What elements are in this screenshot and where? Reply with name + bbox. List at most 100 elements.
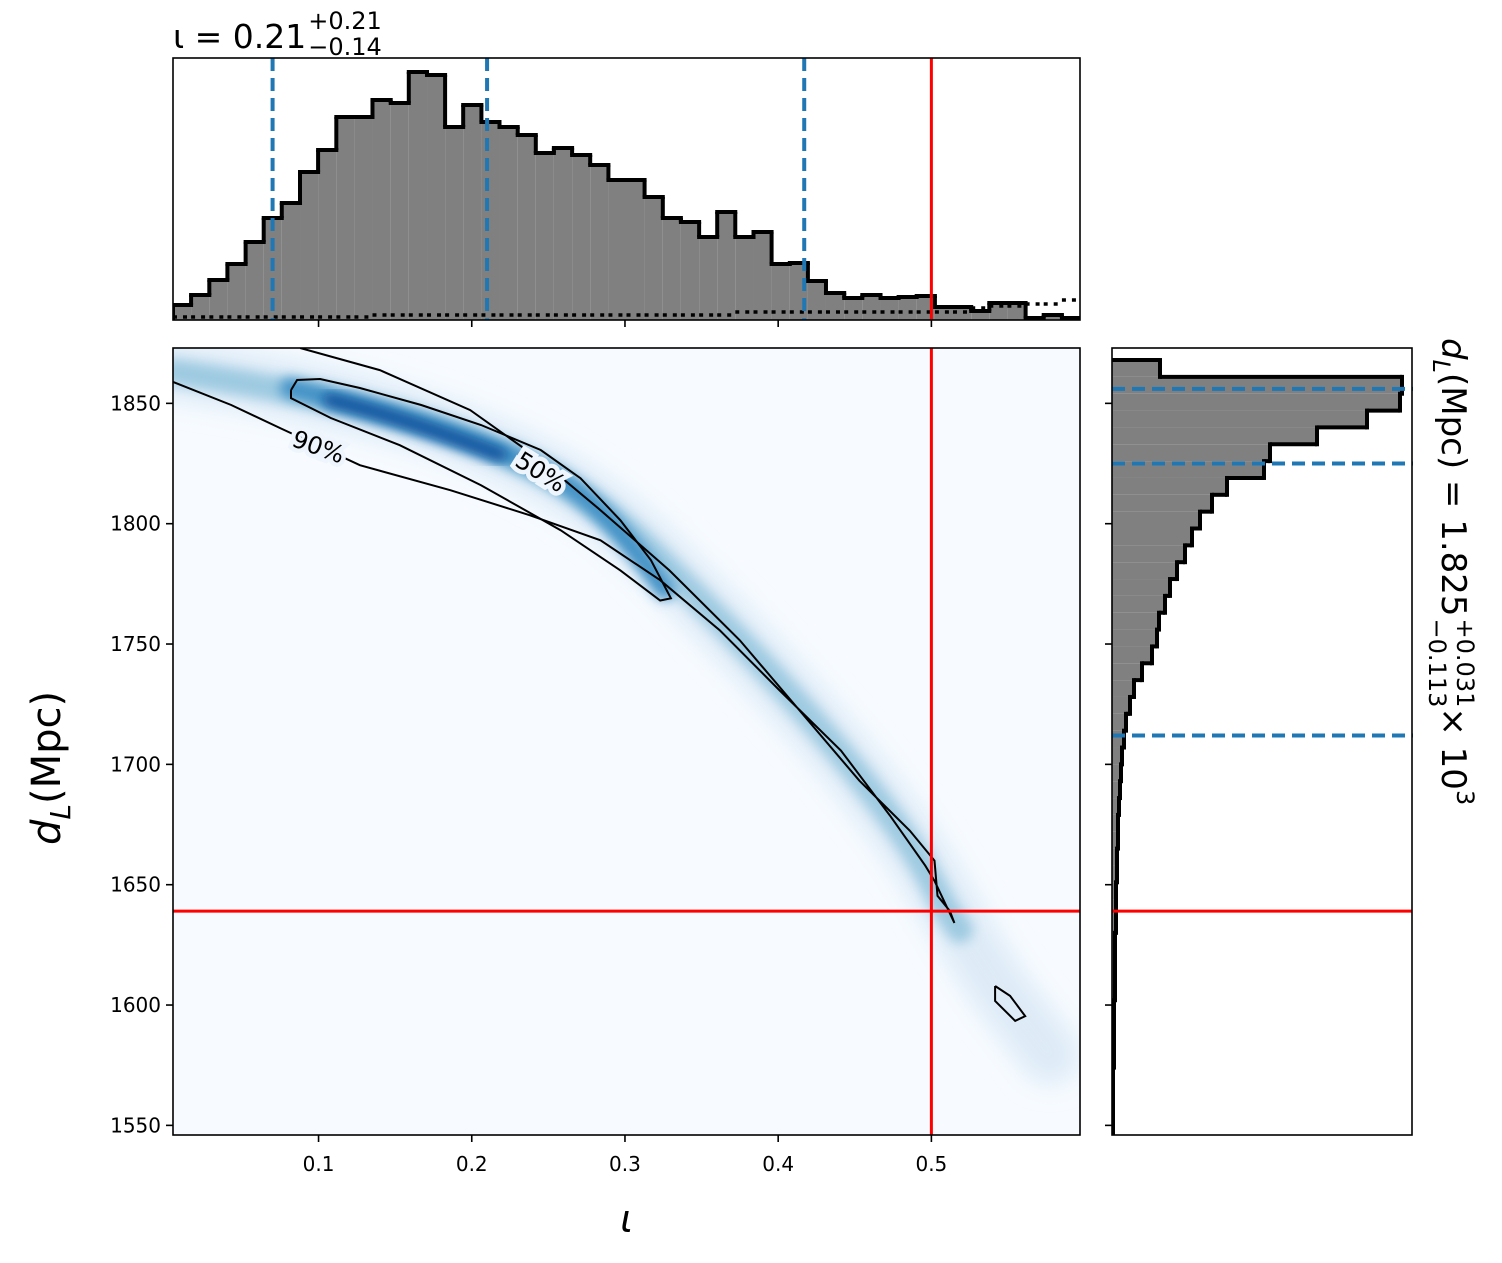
bar <box>1112 595 1165 613</box>
bar <box>644 197 663 320</box>
bar <box>408 72 428 320</box>
x-axis-label: ι <box>620 1197 633 1241</box>
bar <box>227 264 246 320</box>
bar <box>1112 545 1185 563</box>
bar <box>318 150 337 320</box>
bar <box>825 293 845 320</box>
bar <box>1112 427 1317 445</box>
bar <box>1112 713 1126 731</box>
bar <box>1112 528 1192 546</box>
title-upper: +0.031 <box>1451 619 1479 708</box>
bar <box>1112 494 1212 512</box>
y-label-symbol: d <box>24 819 70 845</box>
bar <box>771 264 790 320</box>
bar <box>336 117 355 320</box>
title-symbol: d <box>1433 338 1473 360</box>
bar <box>880 298 899 320</box>
y-tick-label: 1800 <box>110 512 161 536</box>
bar <box>1043 315 1062 320</box>
histogram-panel <box>1112 358 1404 1135</box>
bar <box>281 203 301 320</box>
bar <box>1112 511 1200 529</box>
bar <box>590 165 609 320</box>
bar <box>1112 848 1117 866</box>
bar <box>1112 562 1177 580</box>
bar <box>1112 461 1264 478</box>
bar <box>1112 680 1134 697</box>
bar <box>245 242 264 320</box>
bar <box>735 237 754 320</box>
bar <box>499 127 518 320</box>
bar <box>354 117 373 320</box>
title-lower: −0.113 <box>1423 619 1451 708</box>
bar <box>1112 865 1117 883</box>
title-upper: +0.21 <box>308 7 382 35</box>
bar <box>1112 798 1119 815</box>
y-label-unit: (Mpc) <box>24 691 70 804</box>
bar <box>300 172 319 320</box>
bar <box>372 100 391 320</box>
bar <box>1112 831 1118 849</box>
bar <box>1112 696 1130 714</box>
bar <box>699 237 718 320</box>
x-tick-label: 0.5 <box>915 1152 947 1176</box>
bar <box>680 222 700 320</box>
title-exponent: 3 <box>1451 790 1479 805</box>
bar <box>1112 814 1118 832</box>
axes-frame <box>1111 347 1413 1136</box>
bar <box>191 295 210 320</box>
density-peak <box>323 393 507 462</box>
bar <box>1112 477 1227 495</box>
x-tick-label: 0.4 <box>762 1152 794 1176</box>
bar <box>1112 629 1157 647</box>
bar <box>1112 747 1122 765</box>
bar <box>1112 646 1152 664</box>
title-lower: −0.14 <box>308 33 382 61</box>
bar <box>898 297 917 320</box>
bar <box>1112 410 1367 428</box>
title-subscript: L <box>1427 360 1455 373</box>
bar <box>844 298 863 320</box>
bar <box>445 127 464 320</box>
bar <box>209 280 228 320</box>
bar <box>572 155 591 320</box>
x-tick-label: 0.3 <box>609 1152 641 1176</box>
bar <box>481 122 500 320</box>
bar <box>608 180 627 320</box>
bar <box>753 232 772 320</box>
y-axis-label: dL (Mpc) <box>24 691 77 845</box>
y-tick-label: 1650 <box>110 873 161 897</box>
title-times: × 10 <box>1433 707 1473 790</box>
bar <box>662 218 681 320</box>
bar <box>535 153 554 320</box>
bar <box>807 281 826 320</box>
bar <box>1112 612 1159 630</box>
bar <box>862 295 881 320</box>
bar <box>517 135 536 320</box>
y-tick-label: 1850 <box>110 391 161 415</box>
plot-background <box>173 348 1080 1135</box>
bar <box>1112 579 1170 596</box>
axes-frame <box>172 57 1081 321</box>
bar <box>463 105 482 320</box>
x-tick-label: 0.1 <box>303 1152 335 1176</box>
bar <box>390 103 409 320</box>
bar <box>1112 360 1160 377</box>
y-tick-label: 1600 <box>110 993 161 1017</box>
contour-line <box>290 377 673 602</box>
y-tick-label: 1550 <box>110 1113 161 1137</box>
bar <box>1112 764 1121 782</box>
bar <box>427 75 446 320</box>
bar <box>1112 393 1400 411</box>
panel-title: ι = 0.21 <box>173 17 306 56</box>
bar <box>1112 444 1270 462</box>
title-text: (Mpc) = 1.825 <box>1433 373 1473 617</box>
bar <box>626 180 645 320</box>
x-tick-label: 0.2 <box>456 1152 488 1176</box>
bar <box>717 212 736 320</box>
bar <box>553 148 573 320</box>
y-label-subscript: L <box>44 804 77 820</box>
